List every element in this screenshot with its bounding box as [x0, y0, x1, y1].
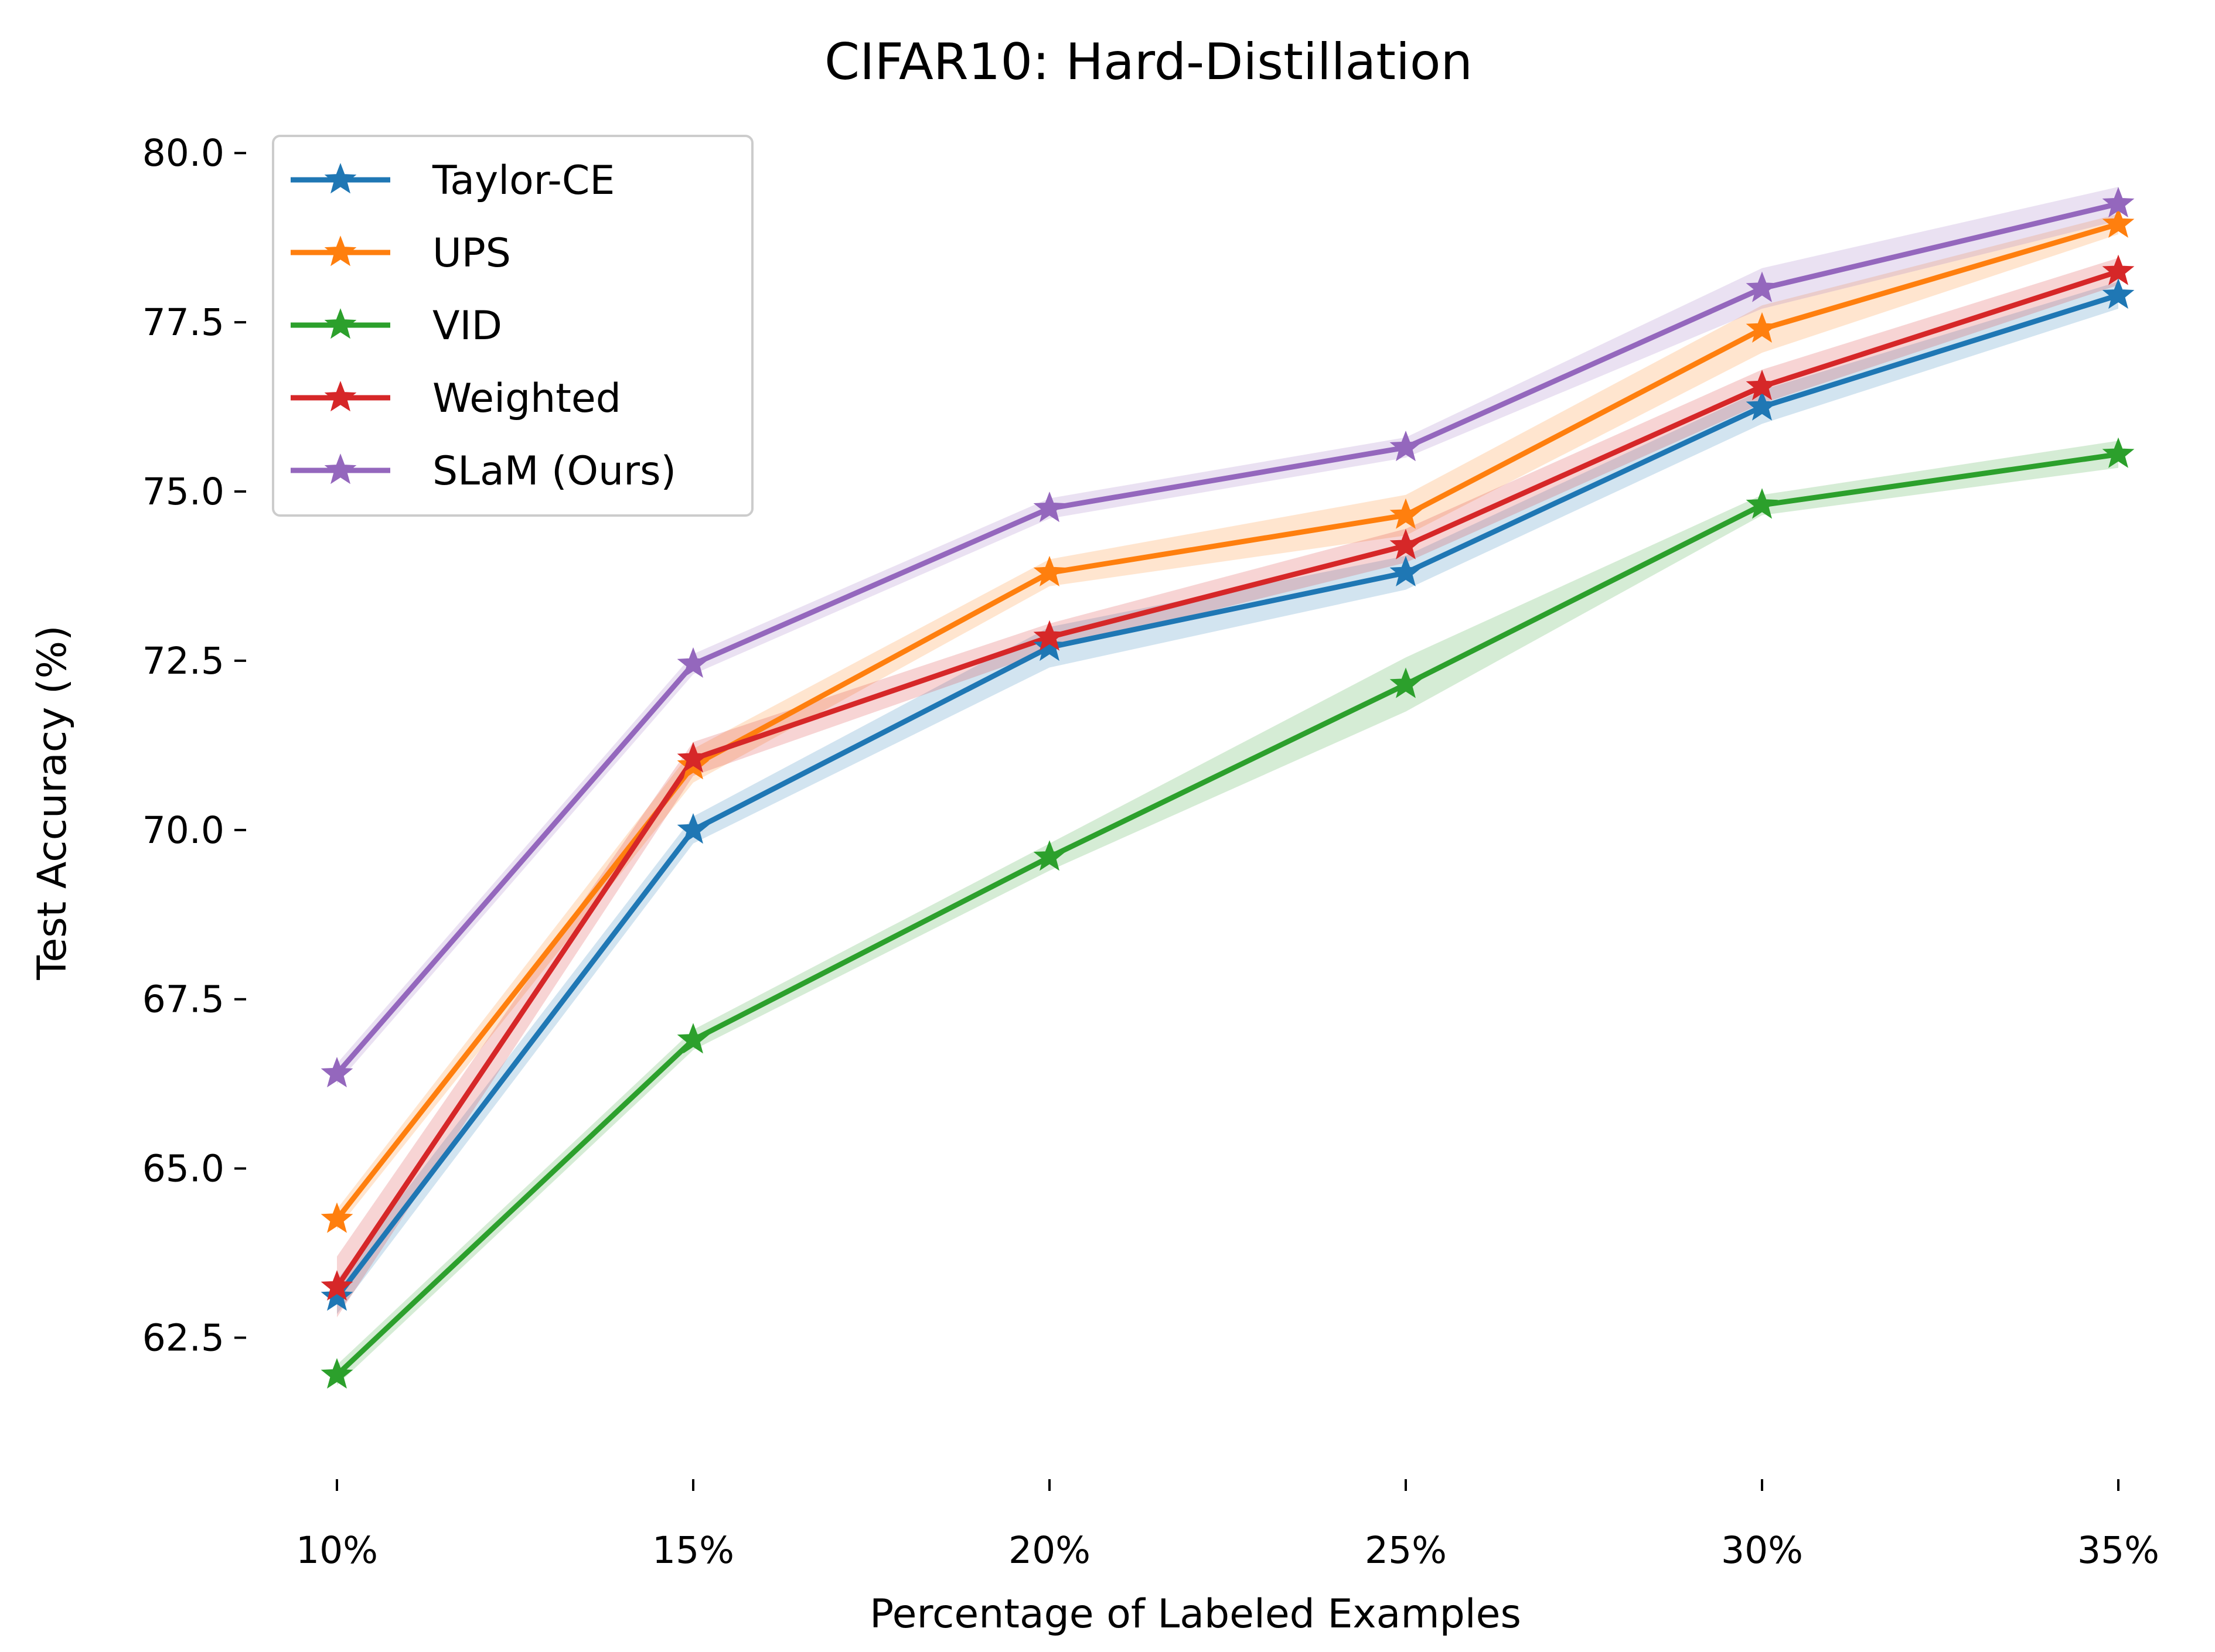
legend-marker-vid	[324, 308, 357, 339]
point-weighted-0	[321, 1270, 353, 1301]
legend-label-ups: UPS	[432, 230, 511, 277]
point-taylor-ce-3	[1389, 555, 1422, 586]
series-lines	[335, 201, 2119, 1377]
legend: Taylor-CE UPS VID Weighted SLaM (Ours)	[272, 135, 754, 517]
point-weighted-3	[1389, 528, 1422, 559]
line-weighted	[335, 269, 2119, 1289]
line-vid	[335, 452, 2119, 1377]
y-tick-label-2: 67.5	[142, 978, 224, 1021]
x-tick-label-5: 35%	[2077, 1529, 2159, 1572]
point-ups-0	[321, 1202, 353, 1233]
point-ups-3	[1389, 498, 1422, 529]
point-slam-ours-3	[1389, 431, 1422, 462]
line-taylor-ce	[335, 292, 2119, 1299]
x-tick-label-1: 15%	[652, 1529, 734, 1572]
point-slam-ours-5	[2102, 187, 2135, 218]
chart-title: CIFAR10: Hard-Distillation	[824, 33, 1473, 91]
x-tick-label-3: 25%	[1365, 1529, 1447, 1572]
point-weighted-4	[1746, 370, 1778, 401]
x-tick-label-4: 30%	[1721, 1529, 1803, 1572]
legend-label-weighted: Weighted	[432, 376, 621, 422]
legend-marker-ups	[324, 235, 357, 267]
legend-label-taylor-ce: Taylor-CE	[432, 158, 615, 204]
x-axis: 10% 15% 20% 25% 30% 35%	[296, 1479, 2159, 1572]
point-weighted-1	[677, 742, 710, 773]
y-tick-label-5: 75.0	[142, 470, 224, 513]
point-ups-2	[1033, 555, 1066, 586]
y-tick-label-1: 65.0	[142, 1148, 224, 1190]
point-slam-ours-0	[321, 1057, 353, 1088]
legend-box	[272, 135, 754, 517]
y-tick-label-6: 77.5	[142, 301, 224, 344]
point-ups-5	[2102, 207, 2135, 238]
point-weighted-5	[2102, 254, 2135, 285]
line-slam-ours	[335, 201, 2119, 1076]
point-slam-ours-1	[677, 647, 710, 678]
y-tick-label-7: 80.0	[142, 132, 224, 175]
legend-marker-taylor-ce	[324, 163, 357, 194]
legend-marker-weighted	[324, 381, 357, 412]
point-vid-5	[2102, 437, 2135, 468]
point-vid-4	[1746, 488, 1778, 519]
point-taylor-ce-0	[321, 1280, 353, 1311]
point-taylor-ce-4	[1746, 390, 1778, 421]
y-tick-label-4: 72.5	[142, 640, 224, 682]
y-tick-label-0: 62.5	[142, 1317, 224, 1360]
x-tick-label-2: 20%	[1008, 1529, 1091, 1572]
point-slam-ours-2	[1033, 491, 1066, 523]
point-vid-3	[1389, 667, 1422, 698]
point-slam-ours-4	[1746, 271, 1778, 302]
x-tick-label-0: 10%	[296, 1529, 378, 1572]
point-vid-1	[677, 1023, 710, 1054]
point-ups-4	[1746, 312, 1778, 343]
x-axis-title: Percentage of Labeled Examples	[870, 1591, 1521, 1637]
y-tick-label-3: 70.0	[142, 809, 224, 852]
point-vid-0	[321, 1358, 353, 1389]
legend-label-vid: VID	[432, 303, 502, 349]
y-axis: 62.5 65.0 67.5 70.0 72.5 75.0 77.5 80.0	[142, 132, 246, 1360]
y-axis-title: Test Accuracy (%)	[29, 625, 76, 980]
legend-marker-slam-ours	[324, 453, 357, 484]
plot-area	[321, 187, 2135, 1389]
series-markers	[321, 187, 2135, 1389]
point-weighted-2	[1033, 620, 1066, 651]
point-vid-2	[1033, 840, 1066, 871]
legend-label-slam-ours: SLaM (Ours)	[432, 448, 676, 494]
point-taylor-ce-5	[2102, 278, 2135, 309]
point-taylor-ce-2	[1033, 630, 1066, 661]
line-ups	[335, 221, 2119, 1221]
point-taylor-ce-1	[677, 813, 710, 844]
